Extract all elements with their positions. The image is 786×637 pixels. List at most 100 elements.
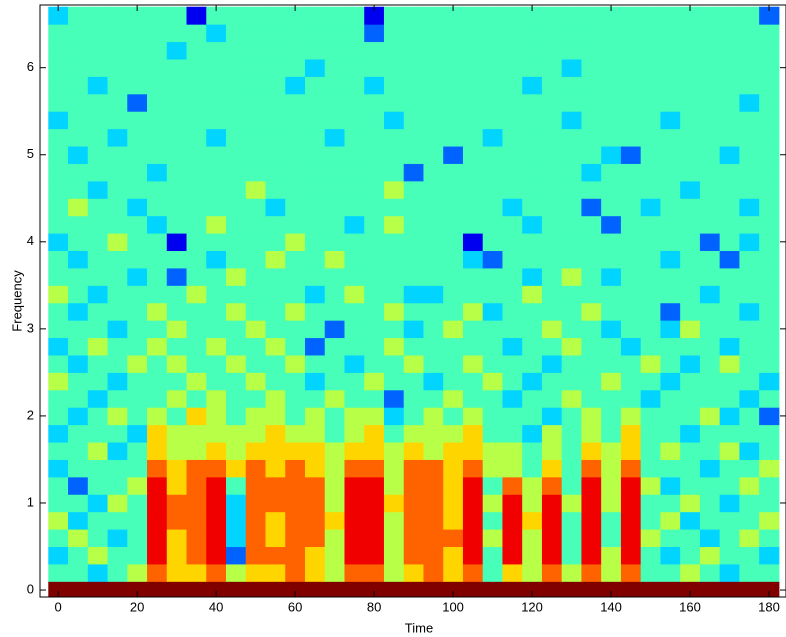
heatmap-cell xyxy=(660,128,681,147)
heatmap-cell xyxy=(383,337,405,356)
heatmap-cell xyxy=(541,459,563,478)
heatmap-cell xyxy=(186,128,207,147)
heatmap-cell xyxy=(601,354,622,373)
heatmap-cell xyxy=(561,302,582,321)
heatmap-cell xyxy=(482,476,503,495)
heatmap-cell xyxy=(462,76,484,95)
heatmap-cell xyxy=(285,233,306,252)
heatmap-cell xyxy=(226,424,247,443)
heatmap-cell xyxy=(581,407,602,426)
heatmap-cell xyxy=(640,494,661,513)
heatmap-cell xyxy=(680,372,701,391)
heatmap-cell xyxy=(620,581,642,597)
heatmap-cell xyxy=(186,285,207,304)
heatmap-cell xyxy=(147,302,168,321)
heatmap-cell xyxy=(127,563,148,582)
heatmap-cell xyxy=(581,529,602,548)
x-tick-label: 140 xyxy=(600,599,622,614)
heatmap-cell xyxy=(581,389,602,408)
heatmap-cell xyxy=(462,442,484,460)
heatmap-cell xyxy=(344,128,365,147)
heatmap-cell xyxy=(660,41,681,60)
heatmap-cell xyxy=(364,424,385,443)
heatmap-cell xyxy=(186,233,207,252)
heatmap-cell xyxy=(226,267,247,286)
heatmap-cell xyxy=(620,233,642,252)
heatmap-cell xyxy=(186,442,207,460)
heatmap-cell xyxy=(502,6,523,25)
heatmap-cell xyxy=(87,285,109,304)
heatmap-cell xyxy=(620,24,642,43)
heatmap-cell xyxy=(522,146,543,164)
heatmap-cell xyxy=(147,424,168,443)
heatmap-cell xyxy=(541,180,563,199)
heatmap-cell xyxy=(245,93,266,112)
heatmap-cell xyxy=(226,215,247,234)
heatmap-cell xyxy=(522,563,543,582)
heatmap-cell xyxy=(68,198,89,217)
heatmap-cell xyxy=(304,442,326,460)
heatmap-cell xyxy=(48,459,69,478)
heatmap-cell xyxy=(541,285,563,304)
heatmap-cell xyxy=(601,146,622,164)
heatmap-cell xyxy=(364,180,385,199)
heatmap-cell xyxy=(265,546,286,565)
heatmap-cell xyxy=(127,111,148,130)
heatmap-cell xyxy=(482,146,503,164)
heatmap-cell xyxy=(601,407,622,426)
heatmap-cell xyxy=(166,563,188,582)
heatmap-cell xyxy=(186,163,207,182)
heatmap-cell xyxy=(640,511,661,530)
heatmap-cell xyxy=(166,250,188,269)
x-tick-label: 180 xyxy=(758,599,780,614)
heatmap-cell xyxy=(324,494,345,513)
heatmap-cell xyxy=(699,233,721,252)
heatmap-cell xyxy=(522,581,543,597)
heatmap-cell xyxy=(383,128,405,147)
heatmap-cell xyxy=(324,546,345,565)
heatmap-cell xyxy=(127,180,148,199)
heatmap-cell xyxy=(581,563,602,582)
heatmap-cell xyxy=(147,546,168,565)
heatmap-cell xyxy=(107,233,128,252)
heatmap-cell xyxy=(87,146,109,164)
heatmap-cell xyxy=(443,6,464,25)
heatmap-cell xyxy=(186,529,207,548)
heatmap-cell xyxy=(226,93,247,112)
heatmap-cell xyxy=(699,529,721,548)
heatmap-cell xyxy=(462,41,484,60)
heatmap-cell xyxy=(403,494,424,513)
heatmap-cell xyxy=(620,459,642,478)
heatmap-cell xyxy=(561,285,582,304)
heatmap-cell xyxy=(127,407,148,426)
heatmap-cell xyxy=(364,93,385,112)
heatmap-cell xyxy=(383,198,405,217)
heatmap-cell xyxy=(166,215,188,234)
heatmap-cell xyxy=(206,302,227,321)
heatmap-cell xyxy=(620,58,642,77)
heatmap-cell xyxy=(601,250,622,269)
heatmap-cell xyxy=(561,389,582,408)
heatmap-cell xyxy=(206,76,227,95)
heatmap-cell xyxy=(699,337,721,356)
heatmap-cell xyxy=(719,163,740,182)
heatmap-cell xyxy=(68,76,89,95)
heatmap-cell xyxy=(166,320,188,339)
heatmap-cell xyxy=(245,581,266,597)
heatmap-cell xyxy=(107,163,128,182)
heatmap-cell xyxy=(245,58,266,77)
heatmap-cell xyxy=(522,6,543,25)
heatmap-cell xyxy=(680,354,701,373)
heatmap-cell xyxy=(304,93,326,112)
heatmap-cell xyxy=(245,476,266,495)
heatmap-cell xyxy=(462,146,484,164)
heatmap-cell xyxy=(87,529,109,548)
heatmap-cell xyxy=(48,511,69,530)
heatmap-cell xyxy=(285,546,306,565)
heatmap-cell xyxy=(601,581,622,597)
heatmap-cell xyxy=(640,389,661,408)
heatmap-cell xyxy=(443,163,464,182)
heatmap-cell xyxy=(699,494,721,513)
heatmap-cell xyxy=(522,41,543,60)
heatmap-cell xyxy=(739,215,760,234)
